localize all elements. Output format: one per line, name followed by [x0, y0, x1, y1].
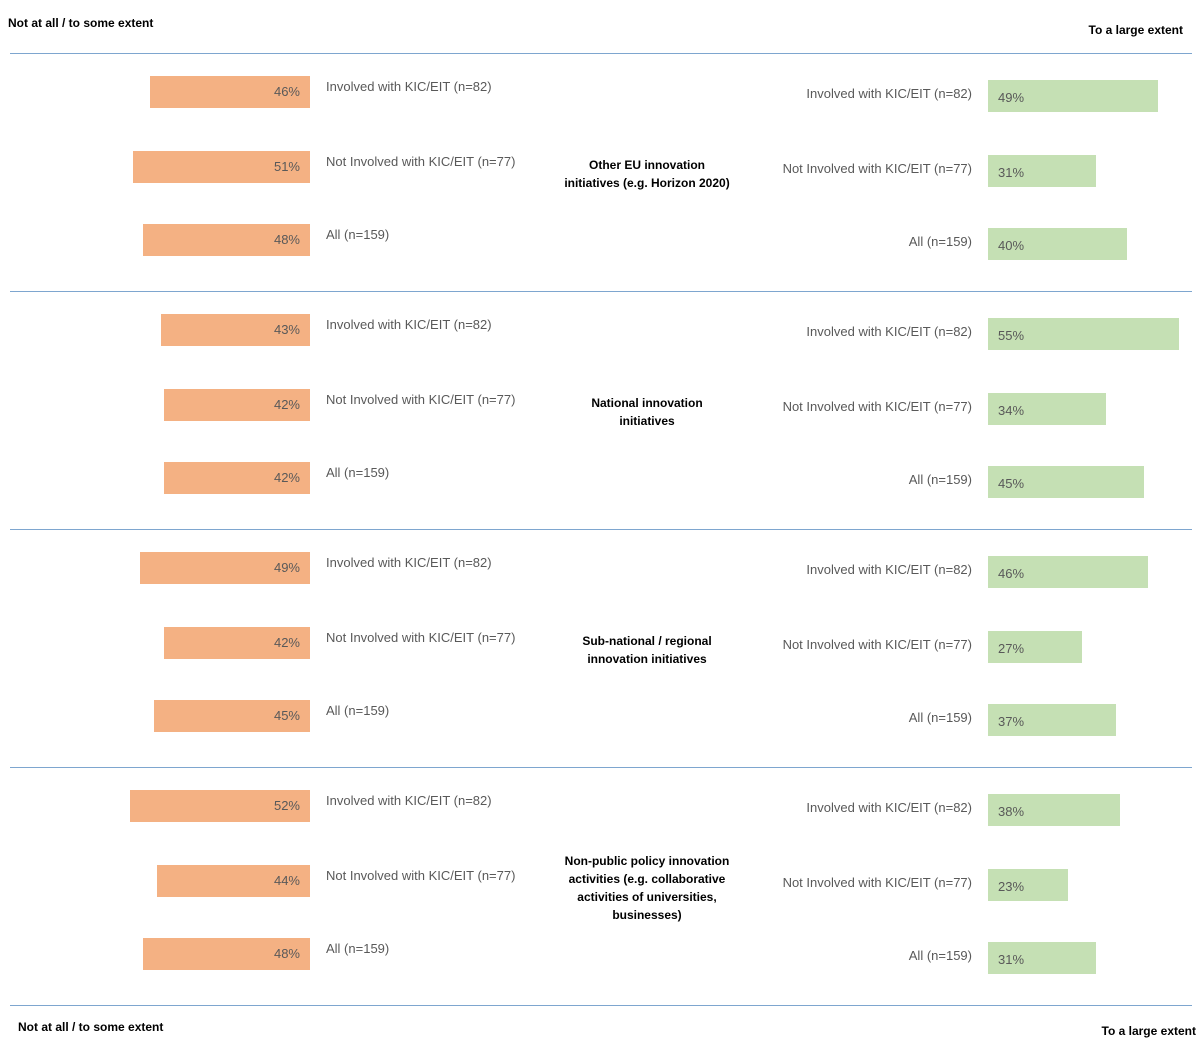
right-group-label: Not Involved with KIC/EIT (n=77)	[782, 875, 972, 890]
right-bar	[988, 794, 1120, 826]
right-bar	[988, 80, 1159, 112]
right-value-label: 40%	[998, 238, 1025, 253]
right-value-label: 46%	[998, 566, 1025, 581]
right-bar	[988, 228, 1127, 260]
left-group-label: Involved with KIC/EIT (n=82)	[326, 79, 492, 94]
right-group-label: All (n=159)	[908, 234, 972, 249]
left-group-label: All (n=159)	[326, 465, 390, 480]
right-group-label: Involved with KIC/EIT (n=82)	[806, 800, 972, 815]
left-group-label: All (n=159)	[326, 227, 390, 242]
right-group-label: Not Involved with KIC/EIT (n=77)	[782, 399, 972, 414]
right-group-label: Involved with KIC/EIT (n=82)	[806, 324, 972, 339]
right-bar	[988, 869, 1068, 901]
right-value-label: 31%	[998, 952, 1025, 967]
footer-left-label: Not at all / to some extent	[18, 1020, 164, 1034]
left-value-label: 43%	[273, 322, 300, 337]
left-group-label: Not Involved with KIC/EIT (n=77)	[326, 630, 516, 645]
right-bar	[988, 318, 1179, 350]
left-group-label: All (n=159)	[326, 703, 390, 718]
right-bar	[988, 155, 1096, 187]
right-value-label: 27%	[998, 641, 1025, 656]
right-bar	[988, 704, 1117, 736]
right-value-label: 49%	[998, 90, 1025, 105]
right-group-label: All (n=159)	[908, 710, 972, 725]
left-group-label: Involved with KIC/EIT (n=82)	[326, 793, 492, 808]
right-bar	[988, 556, 1148, 588]
right-bar	[988, 942, 1096, 974]
left-group-label: Involved with KIC/EIT (n=82)	[326, 555, 492, 570]
left-value-label: 44%	[273, 873, 300, 888]
category-label: National innovation initiatives	[591, 396, 703, 428]
left-bar	[139, 552, 310, 584]
section-divider	[10, 1005, 1192, 1006]
right-bar	[988, 631, 1082, 663]
right-group-label: Not Involved with KIC/EIT (n=77)	[782, 161, 972, 176]
section-divider	[10, 291, 1192, 292]
left-value-label: 48%	[273, 946, 300, 961]
left-bar	[143, 938, 310, 970]
category-label: Sub-national / regional innovation initi…	[582, 634, 712, 666]
left-group-label: Not Involved with KIC/EIT (n=77)	[326, 868, 516, 883]
right-group-label: Involved with KIC/EIT (n=82)	[806, 562, 972, 577]
header-left-label: Not at all / to some extent	[8, 16, 154, 30]
right-value-label: 31%	[998, 165, 1025, 180]
right-bar	[988, 393, 1106, 425]
left-group-label: Not Involved with KIC/EIT (n=77)	[326, 392, 516, 407]
section-divider	[10, 529, 1192, 530]
category-label: Other EU innovation initiatives (e.g. Ho…	[564, 158, 730, 190]
left-bar	[164, 627, 310, 659]
left-value-label: 42%	[273, 635, 300, 650]
left-bar	[164, 389, 310, 421]
left-bar	[153, 700, 310, 732]
right-value-label: 34%	[998, 403, 1025, 418]
left-value-label: 51%	[273, 159, 300, 174]
left-group-label: All (n=159)	[326, 941, 390, 956]
left-bar	[150, 76, 310, 108]
section-divider	[10, 767, 1192, 768]
left-value-label: 49%	[273, 560, 300, 575]
right-group-label: All (n=159)	[908, 472, 972, 487]
category-label: Non-public policy innovation activities …	[564, 854, 730, 922]
left-value-label: 48%	[273, 232, 300, 247]
header-right-label: To a large extent	[1088, 23, 1183, 37]
left-bar	[157, 865, 310, 897]
footer-right-label: To a large extent	[1101, 1024, 1196, 1038]
section-divider	[10, 53, 1192, 54]
left-bar	[164, 462, 310, 494]
left-bar	[133, 151, 310, 183]
left-value-label: 42%	[273, 470, 300, 485]
right-value-label: 45%	[998, 476, 1025, 491]
right-group-label: Not Involved with KIC/EIT (n=77)	[782, 637, 972, 652]
right-group-label: All (n=159)	[908, 948, 972, 963]
right-value-label: 37%	[998, 714, 1025, 729]
right-value-label: 23%	[998, 879, 1025, 894]
left-bar	[143, 224, 310, 256]
right-bar	[988, 466, 1145, 498]
left-value-label: 42%	[273, 397, 300, 412]
right-value-label: 55%	[998, 328, 1025, 343]
right-group-label: Involved with KIC/EIT (n=82)	[806, 86, 972, 101]
left-value-label: 45%	[273, 708, 300, 723]
left-value-label: 46%	[273, 84, 300, 99]
left-bar	[129, 790, 310, 822]
left-bar	[160, 314, 310, 346]
left-value-label: 52%	[273, 798, 300, 813]
right-value-label: 38%	[998, 804, 1025, 819]
left-group-label: Not Involved with KIC/EIT (n=77)	[326, 154, 516, 169]
left-group-label: Involved with KIC/EIT (n=82)	[326, 317, 492, 332]
